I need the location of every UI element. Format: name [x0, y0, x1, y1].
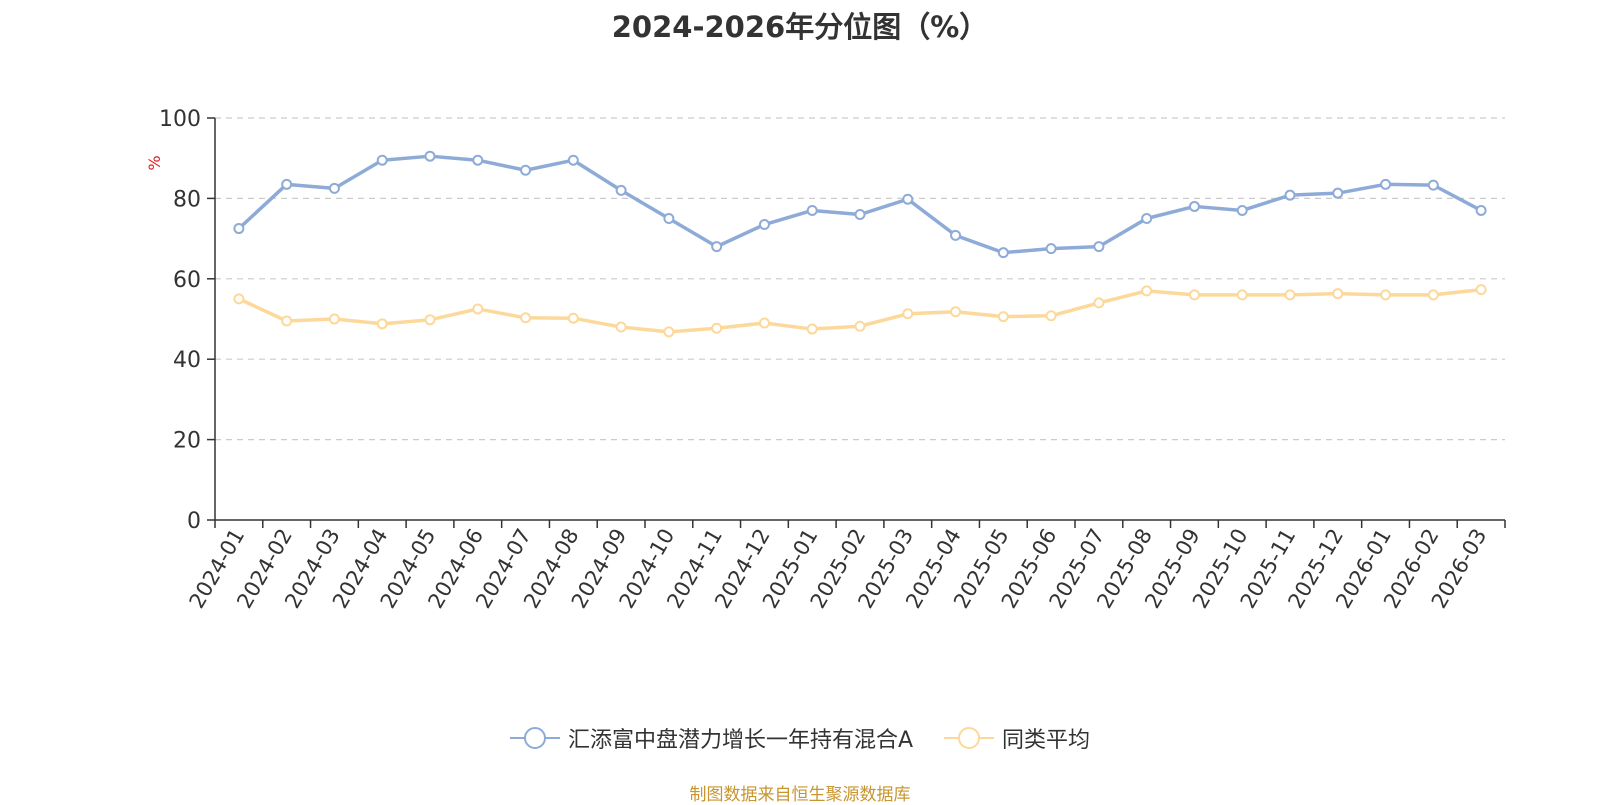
data-point — [1332, 288, 1344, 300]
data-point — [233, 293, 245, 305]
data-point — [1236, 289, 1248, 301]
data-point — [520, 312, 532, 324]
data-point — [1332, 187, 1344, 199]
data-point — [472, 154, 484, 166]
legend-marker-average-icon — [944, 727, 995, 749]
data-point — [1380, 178, 1392, 190]
data-point — [376, 318, 388, 330]
y-tick-label: 20 — [173, 429, 201, 454]
legend-item-fund[interactable]: 汇添富中盘潜力增长一年持有混合A — [509, 722, 914, 754]
data-point — [1284, 189, 1296, 201]
data-point — [567, 154, 579, 166]
source-note: 制图数据来自恒生聚源数据库 — [689, 785, 911, 805]
y-tick-label: 40 — [173, 348, 201, 373]
data-point — [1188, 289, 1200, 301]
data-point — [806, 323, 818, 335]
data-point — [1141, 213, 1153, 224]
data-point — [950, 306, 962, 318]
data-point — [854, 208, 866, 220]
data-point — [1475, 284, 1487, 296]
data-point — [806, 204, 818, 216]
data-point — [758, 219, 770, 231]
data-point — [854, 320, 866, 332]
y-tick-label: 100 — [159, 107, 201, 132]
data-point — [950, 229, 962, 241]
legend-marker-fund-icon — [509, 727, 560, 749]
y-tick-label: 0 — [187, 509, 201, 534]
data-point — [997, 247, 1009, 259]
series — [233, 150, 1487, 338]
data-point — [376, 154, 388, 166]
y-axis-label: % — [145, 155, 164, 170]
data-point — [902, 308, 914, 320]
data-point — [1380, 289, 1392, 301]
data-point — [1141, 285, 1153, 297]
data-point — [758, 317, 770, 329]
data-point — [997, 311, 1009, 323]
legend-item-average[interactable]: 同类平均 — [944, 722, 1090, 754]
data-point — [328, 313, 340, 325]
data-point — [902, 193, 914, 205]
data-point — [663, 326, 675, 338]
data-point — [1093, 241, 1105, 253]
data-point — [1427, 179, 1439, 191]
data-point — [1093, 297, 1105, 309]
data-point — [711, 241, 723, 253]
data-point — [1188, 200, 1200, 212]
series-1 — [233, 284, 1487, 338]
data-point — [567, 312, 579, 324]
data-point — [1427, 289, 1439, 301]
legend-label-average: 同类平均 — [1002, 728, 1091, 753]
data-point — [424, 150, 436, 162]
series-0 — [233, 150, 1487, 259]
data-point — [520, 164, 532, 176]
data-point — [1475, 204, 1487, 216]
data-point — [615, 184, 627, 196]
grid-lines — [215, 117, 1505, 441]
data-point — [328, 182, 340, 194]
legend-label-fund: 汇添富中盘潜力增长一年持有混合A — [567, 728, 914, 753]
data-point — [1236, 204, 1248, 216]
data-point — [424, 314, 436, 326]
data-point — [615, 321, 627, 333]
y-tick-label: 80 — [173, 187, 201, 212]
data-point — [663, 213, 675, 224]
chart-title: 2024-2026年分位图（%） — [611, 10, 989, 44]
series-line — [237, 154, 1482, 255]
data-point — [711, 322, 723, 334]
data-point — [472, 303, 484, 315]
data-point — [233, 223, 245, 235]
data-point — [1284, 289, 1296, 301]
y-tick-label: 60 — [173, 268, 201, 293]
data-point — [281, 178, 293, 190]
data-point — [1045, 310, 1057, 322]
legend: 汇添富中盘潜力增长一年持有混合A 同类平均 — [0, 722, 1600, 754]
data-point — [281, 315, 293, 327]
data-point — [1045, 243, 1057, 255]
